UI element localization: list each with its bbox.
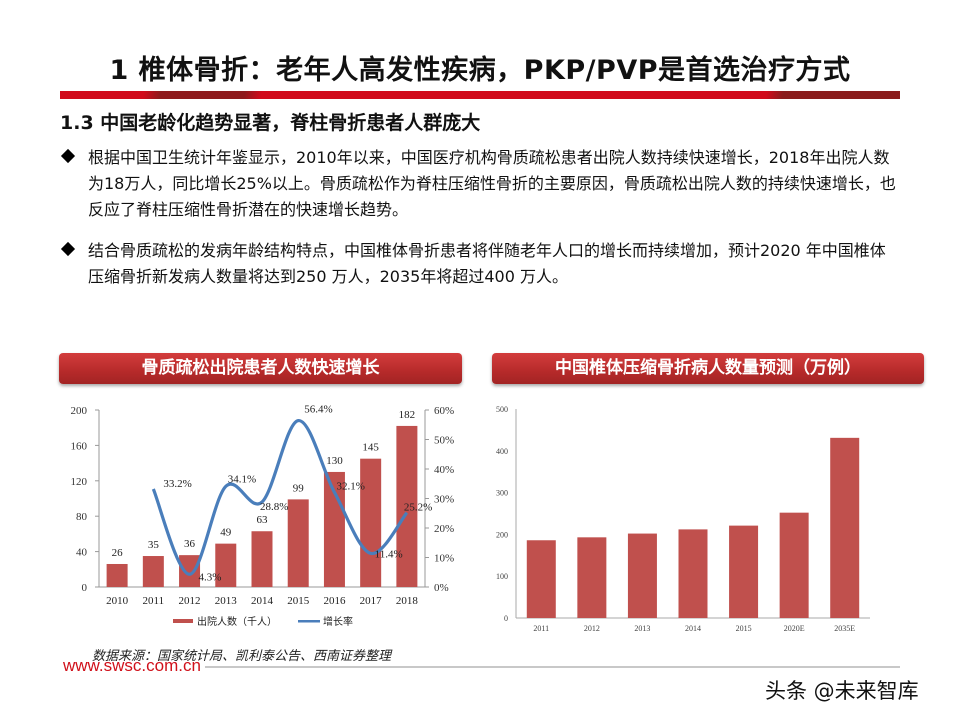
- x-tick-label: 2011: [533, 624, 549, 633]
- y-tick-label: 100: [496, 572, 508, 581]
- growth-rate-label: 25.2%: [404, 502, 432, 514]
- watermark: 头条 @未来智库: [765, 679, 919, 703]
- fracture-forecast-chart: 0 100 200 300 400 500 2011 2012 2013 2014 2015 2020…: [496, 405, 870, 633]
- growth-rate-label: 33.2%: [163, 478, 191, 490]
- x-tick-label: 2015: [287, 595, 310, 607]
- y-tick-label: 300: [496, 489, 508, 498]
- x-tick-label: 2012: [179, 595, 201, 607]
- bullet-text: 结合骨质疏松的发病年龄结构特点，中国椎体骨折患者将伴随老年人口的增长而持续增加，…: [88, 241, 886, 286]
- growth-rate-label: 56.4%: [304, 404, 332, 416]
- bar-value-label: 63: [257, 514, 269, 526]
- growth-rate-line: [151, 419, 409, 576]
- bar: [287, 499, 309, 587]
- bar-value-label: 145: [362, 442, 379, 454]
- x-tick-label: 2012: [584, 624, 600, 633]
- discharge-chart: 0 40 80 120 160 200 0% 10% 20% 30% 40% 50% 60% 26 2010…: [71, 404, 455, 628]
- bullet-point-2: 结合骨质疏松的发病年龄结构特点，中国椎体骨折患者将伴随老年人口的增长而持续增加，…: [60, 238, 900, 290]
- x-tick-label: 2020E: [784, 624, 805, 633]
- x-tick-label: 2010: [106, 595, 129, 607]
- x-tick-label: 2011: [143, 595, 165, 607]
- y2-tick-label: 50%: [434, 435, 454, 447]
- diamond-bullet-icon: [60, 241, 76, 257]
- bar: [830, 437, 860, 618]
- y-tick-label: 200: [496, 530, 508, 539]
- right-chart-title: 中国椎体压缩骨折病人数量预测（万例）: [492, 353, 924, 384]
- y2-tick-label: 30%: [434, 494, 454, 506]
- y-tick-label: 200: [71, 405, 88, 417]
- y-tick-label: 80: [76, 511, 88, 523]
- bar: [396, 425, 418, 587]
- legend-line-label: 增长率: [323, 615, 353, 628]
- bar: [577, 537, 607, 618]
- legend-bar-swatch: [173, 619, 193, 623]
- bar: [142, 556, 164, 587]
- x-tick-label: 2018: [396, 595, 419, 607]
- title-divider: [60, 91, 900, 99]
- x-tick-label: 2013: [215, 595, 238, 607]
- data-source: 数据来源：国家统计局、凯利泰公告、西南证券整理: [92, 649, 392, 664]
- bar-value-label: 49: [220, 527, 232, 539]
- y-tick-label: 40: [76, 547, 88, 559]
- x-tick-label: 2016: [323, 595, 346, 607]
- slide-title: 1 椎体骨折：老年人高发性疾病，PKP/PVP是首选治疗方式: [109, 55, 851, 86]
- left-chart-title: 骨质疏松出院患者人数快速增长: [59, 353, 462, 384]
- y2-tick-label: 40%: [434, 464, 454, 476]
- legend-bar-label: 出院人数（千人）: [197, 615, 277, 628]
- growth-rate-label: 4.3%: [199, 571, 222, 583]
- y2-tick-label: 0%: [434, 582, 449, 594]
- bar-value-label: 26: [112, 547, 124, 559]
- bar-value-label: 99: [293, 482, 305, 494]
- y2-tick-label: 10%: [434, 553, 454, 565]
- x-tick-label: 2017: [360, 595, 383, 607]
- bar: [526, 540, 556, 618]
- bar-value-label: 35: [148, 539, 160, 551]
- bullet-point-1: 根据中国卫生统计年鉴显示，2010年以来，中国医疗机构骨质疏松患者出院人数持续快…: [60, 145, 900, 223]
- x-tick-label: 2015: [736, 624, 752, 633]
- y-tick-label: 160: [71, 440, 88, 452]
- bar: [360, 458, 382, 587]
- bar: [215, 543, 237, 587]
- bar-value-label: 182: [399, 409, 416, 421]
- bar: [627, 533, 657, 618]
- legend-line-swatch: [298, 620, 320, 623]
- y2-tick-label: 20%: [434, 523, 454, 535]
- bar: [779, 512, 809, 618]
- x-tick-label: 2014: [685, 624, 701, 633]
- bar-value-label: 36: [184, 538, 196, 550]
- bar: [179, 555, 201, 587]
- y-tick-label: 120: [71, 476, 88, 488]
- bar: [251, 531, 273, 587]
- x-tick-label: 2013: [634, 624, 650, 633]
- bar-value-label: 130: [326, 455, 343, 467]
- y-tick-label: 0: [82, 582, 88, 594]
- website-link[interactable]: www.swsc.com.cn: [63, 656, 201, 675]
- footer-divider: [205, 666, 900, 668]
- bar: [678, 529, 708, 618]
- y2-tick-label: 60%: [434, 405, 454, 417]
- growth-rate-label: 34.1%: [228, 473, 256, 485]
- bullet-text: 根据中国卫生统计年鉴显示，2010年以来，中国医疗机构骨质疏松患者出院人数持续快…: [88, 148, 896, 219]
- bar: [729, 525, 759, 618]
- diamond-bullet-icon: [60, 148, 76, 164]
- x-tick-label: 2035E: [834, 624, 855, 633]
- y-tick-label: 400: [496, 447, 508, 456]
- y-tick-label: 0: [504, 614, 508, 623]
- growth-rate-label: 11.4%: [375, 548, 403, 560]
- section-subtitle: 1.3 中国老龄化趋势显著，脊柱骨折患者人群庞大: [60, 112, 481, 134]
- growth-rate-label: 28.8%: [260, 501, 288, 513]
- x-tick-label: 2014: [251, 595, 274, 607]
- bar: [106, 563, 128, 587]
- growth-rate-label: 32.1%: [336, 480, 364, 492]
- y-tick-label: 500: [496, 405, 508, 414]
